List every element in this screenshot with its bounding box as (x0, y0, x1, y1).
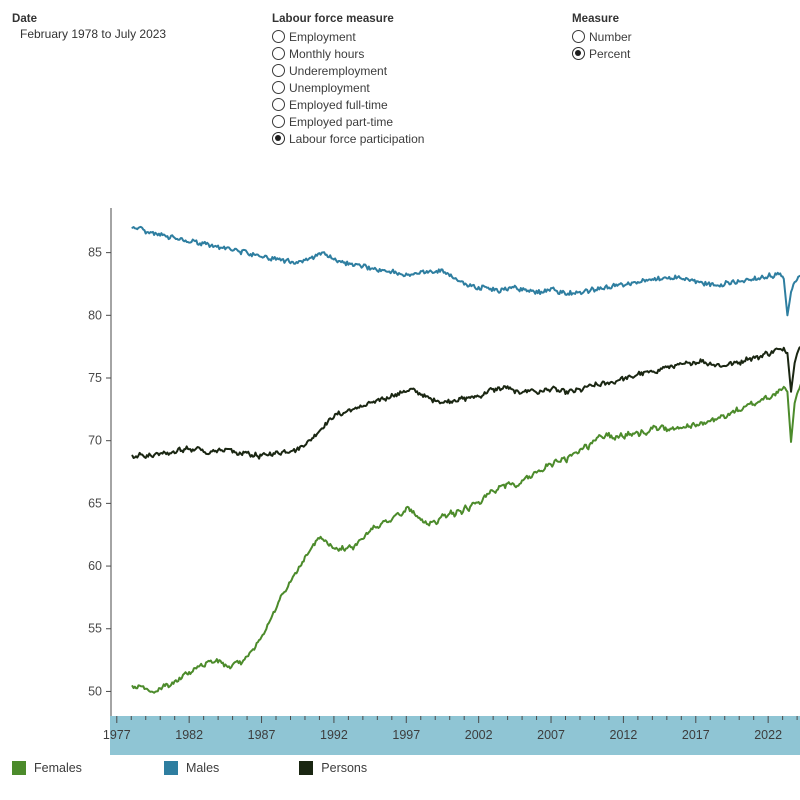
series-line-males[interactable] (131, 225, 800, 317)
y-tick-label: 60 (88, 559, 102, 573)
x-tick-label: 1992 (320, 728, 348, 742)
line-chart: 50 55 60 65 70 75 80 85 1977 1982 1987 1992 1997 200… (0, 168, 800, 755)
x-tick-label: 2017 (682, 728, 710, 742)
radio-circle-icon (572, 30, 585, 43)
measure-group: Measure Number Percent (572, 12, 632, 62)
radio-employed-part-time[interactable]: Employed part-time (272, 113, 424, 130)
y-tick-label: 75 (88, 371, 102, 385)
measure-title: Measure (572, 13, 620, 25)
radio-label: Percent (589, 46, 631, 61)
legend-swatch-icon (163, 761, 178, 775)
radio-circle-icon (272, 98, 285, 111)
series-line-females[interactable] (131, 353, 800, 694)
chart-legend: Females Males Persons (0, 758, 800, 800)
control-panel: Date February 1978 to July 2023 Labour f… (0, 0, 800, 168)
labour-force-measure-title: Labour force measure (272, 13, 394, 25)
labour-force-measure-radio-list: Employment Monthly hours Underemployment… (272, 28, 424, 147)
radio-number[interactable]: Number (572, 28, 632, 45)
radio-underemployment[interactable]: Underemployment (272, 62, 424, 79)
x-tick-label: 2012 (610, 728, 638, 742)
legend-swatch-icon (12, 761, 26, 775)
radio-labour-force-participation[interactable]: Labour force participation (272, 130, 424, 147)
x-axis-tick-labels: 1977 1982 1987 1992 1997 2002 2007 2012 2017 2022 (103, 728, 782, 742)
y-tick-label: 85 (88, 246, 102, 260)
y-tick-label: 50 (88, 684, 102, 698)
legend-item-persons[interactable]: Persons (299, 758, 367, 778)
radio-circle-icon (272, 30, 285, 43)
legend-label: Persons (321, 761, 368, 775)
radio-label: Monthly hours (289, 46, 365, 61)
x-tick-label: 1977 (103, 728, 131, 742)
legend-label: Females (34, 761, 82, 775)
x-tick-label: 1982 (175, 728, 203, 742)
y-axis-tick-labels: 50 55 60 65 70 75 80 85 (88, 246, 102, 699)
y-tick-label: 70 (88, 434, 102, 448)
x-axis-tick-marks (116, 716, 798, 723)
radio-label: Employed part-time (289, 114, 394, 129)
radio-monthly-hours[interactable]: Monthly hours (272, 45, 424, 62)
chart-canvas: 50 55 60 65 70 75 80 85 1977 1982 1987 1992 1997 200… (88, 208, 800, 755)
legend-label: Males (185, 761, 220, 775)
y-tick-label: 65 (88, 496, 102, 510)
radio-circle-icon (272, 47, 285, 60)
radio-circle-icon (272, 81, 285, 94)
radio-label: Labour force participation (289, 131, 425, 146)
radio-circle-icon (272, 115, 285, 128)
x-tick-label: 1987 (248, 728, 276, 742)
series-lines (131, 225, 800, 694)
y-tick-label: 80 (88, 308, 102, 322)
x-tick-label: 1997 (392, 728, 420, 742)
radio-label: Underemployment (289, 63, 388, 78)
radio-unemployment[interactable]: Unemployment (272, 79, 424, 96)
radio-label: Employment (289, 29, 356, 44)
series-line-persons[interactable] (131, 309, 800, 460)
y-axis-tick-marks (106, 252, 111, 692)
date-filter-group: Date February 1978 to July 2023 (12, 12, 166, 42)
legend-item-females[interactable]: Females (12, 758, 82, 778)
date-axis-band[interactable] (110, 716, 800, 755)
date-filter-title: Date (12, 13, 38, 25)
radio-circle-selected-icon (572, 47, 585, 60)
radio-label: Employed full-time (289, 97, 388, 112)
labour-force-measure-group: Labour force measure Employment Monthly … (272, 12, 424, 147)
radio-employment[interactable]: Employment (272, 28, 424, 45)
radio-percent[interactable]: Percent (572, 45, 632, 62)
date-filter-range: February 1978 to July 2023 (20, 27, 167, 41)
radio-employed-full-time[interactable]: Employed full-time (272, 96, 424, 113)
x-tick-label: 2007 (537, 728, 565, 742)
radio-label: Unemployment (289, 80, 370, 95)
radio-label: Number (589, 29, 632, 44)
y-tick-label: 55 (88, 622, 102, 636)
radio-circle-icon (272, 64, 285, 77)
legend-swatch-icon (299, 761, 314, 775)
measure-radio-list: Number Percent (572, 28, 632, 62)
radio-circle-selected-icon (272, 132, 285, 145)
x-tick-label: 2002 (465, 728, 493, 742)
x-tick-label: 2022 (754, 728, 782, 742)
legend-item-males[interactable]: Males (163, 758, 220, 778)
